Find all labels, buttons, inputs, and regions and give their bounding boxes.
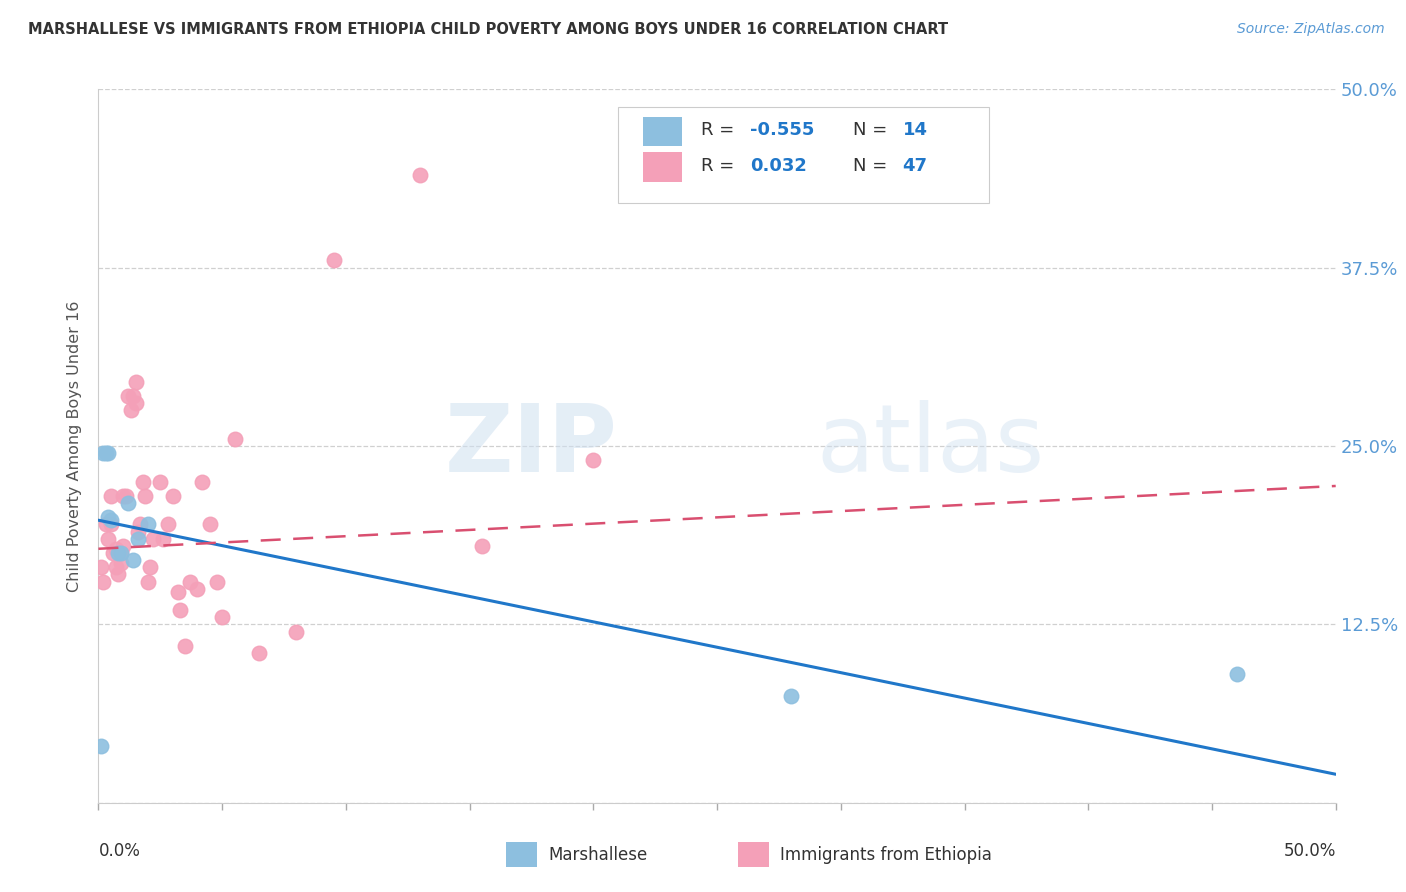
Point <box>582 453 605 467</box>
Text: -0.555: -0.555 <box>751 121 815 139</box>
Point <box>107 546 129 560</box>
Point <box>104 541 127 556</box>
Point <box>205 574 228 589</box>
Text: R =: R = <box>702 157 740 175</box>
Point <box>156 517 179 532</box>
Point <box>100 513 122 527</box>
Point <box>122 553 145 567</box>
Point <box>107 567 129 582</box>
Text: Source: ZipAtlas.com: Source: ZipAtlas.com <box>1237 22 1385 37</box>
Point <box>174 639 197 653</box>
Text: atlas: atlas <box>815 400 1045 492</box>
Point <box>134 489 156 503</box>
Point <box>322 253 344 268</box>
Point <box>127 532 149 546</box>
Point <box>122 389 145 403</box>
Point <box>149 475 172 489</box>
Point <box>124 396 146 410</box>
Point <box>224 432 246 446</box>
Point <box>117 389 139 403</box>
Point <box>129 517 152 532</box>
Text: 47: 47 <box>903 157 928 175</box>
Point <box>409 168 432 182</box>
Point <box>97 532 120 546</box>
Point <box>186 582 208 596</box>
Point <box>198 517 221 532</box>
Text: N =: N = <box>853 157 893 175</box>
Text: 14: 14 <box>903 121 928 139</box>
FancyBboxPatch shape <box>619 107 990 203</box>
Point <box>211 610 233 624</box>
Point <box>124 375 146 389</box>
Point <box>90 739 112 753</box>
Point <box>100 517 122 532</box>
Point <box>97 446 120 460</box>
Text: Immigrants from Ethiopia: Immigrants from Ethiopia <box>780 846 993 863</box>
Point <box>1226 667 1249 681</box>
Y-axis label: Child Poverty Among Boys Under 16: Child Poverty Among Boys Under 16 <box>66 301 82 591</box>
Point <box>112 539 135 553</box>
Point <box>162 489 184 503</box>
FancyBboxPatch shape <box>643 117 682 146</box>
Point <box>90 560 112 574</box>
Point <box>127 524 149 539</box>
Point <box>94 517 117 532</box>
FancyBboxPatch shape <box>643 153 682 182</box>
Point <box>120 403 142 417</box>
Text: N =: N = <box>853 121 893 139</box>
Point <box>93 446 115 460</box>
Point <box>471 539 494 553</box>
Point <box>169 603 191 617</box>
Point <box>100 489 122 503</box>
Text: MARSHALLESE VS IMMIGRANTS FROM ETHIOPIA CHILD POVERTY AMONG BOYS UNDER 16 CORREL: MARSHALLESE VS IMMIGRANTS FROM ETHIOPIA … <box>28 22 948 37</box>
Point <box>139 560 162 574</box>
Point <box>285 624 308 639</box>
Point <box>152 532 174 546</box>
Point <box>179 574 201 589</box>
Point <box>136 517 159 532</box>
Text: 50.0%: 50.0% <box>1284 842 1336 860</box>
Point <box>103 546 125 560</box>
Point <box>780 689 803 703</box>
Point <box>110 546 132 560</box>
Text: R =: R = <box>702 121 740 139</box>
Point <box>93 574 115 589</box>
Point <box>94 446 117 460</box>
Point <box>114 489 136 503</box>
Text: 0.0%: 0.0% <box>98 842 141 860</box>
Point <box>142 532 165 546</box>
Point <box>112 489 135 503</box>
Point <box>110 556 132 570</box>
Point <box>117 496 139 510</box>
Point <box>136 574 159 589</box>
Point <box>132 475 155 489</box>
Point <box>191 475 214 489</box>
Point <box>110 546 132 560</box>
Point <box>97 510 120 524</box>
Text: Marshallese: Marshallese <box>548 846 648 863</box>
Text: 0.032: 0.032 <box>751 157 807 175</box>
Text: ZIP: ZIP <box>446 400 619 492</box>
Point <box>104 560 127 574</box>
Point <box>247 646 270 660</box>
Point <box>166 584 188 599</box>
